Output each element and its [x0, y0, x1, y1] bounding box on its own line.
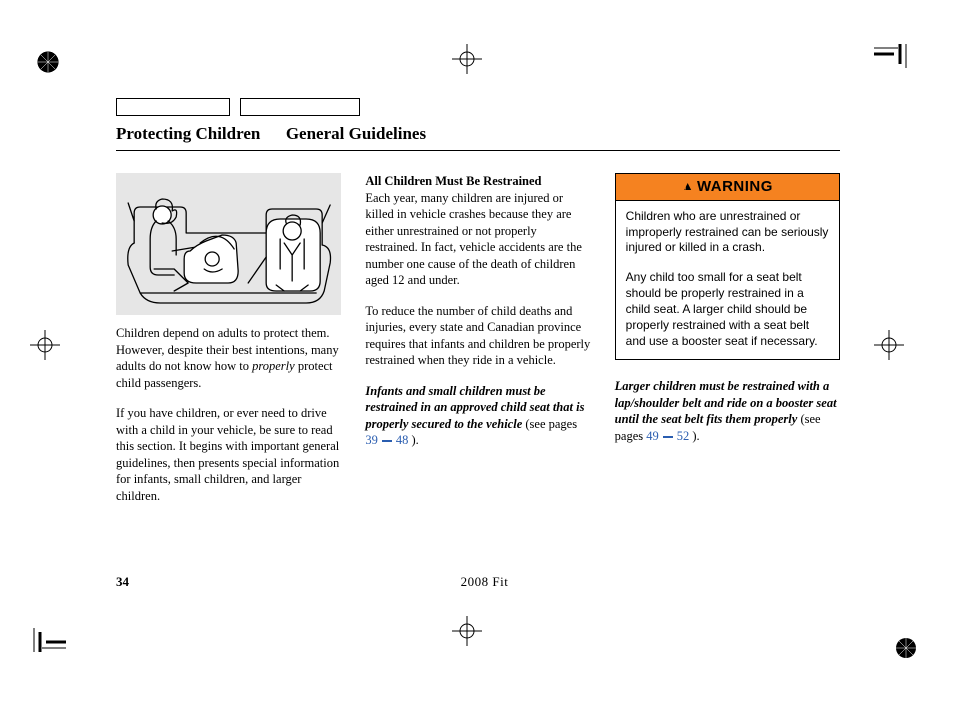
warning-para-1: Children who are unrestrained or imprope…: [626, 209, 829, 256]
warning-label: WARNING: [697, 178, 773, 195]
dash-icon: [663, 436, 673, 438]
text: ).: [408, 433, 418, 447]
col2-para-1: All Children Must Be Restrained Each yea…: [365, 173, 590, 289]
dash-icon: [382, 440, 392, 442]
registration-mark-tl: [30, 44, 80, 94]
col2-para-2: To reduce the number of child deaths and…: [365, 303, 590, 369]
header-boxes: [116, 98, 840, 116]
warning-box: ▲!WARNING Children who are unrestrained …: [615, 173, 840, 360]
text: ).: [689, 429, 699, 443]
registration-mark-tr: [874, 44, 924, 94]
header-box-1: [116, 98, 230, 116]
content-columns: Children depend on adults to protect the…: [116, 173, 840, 518]
page-link[interactable]: 39: [365, 433, 378, 447]
col1-para-2: If you have children, or ever need to dr…: [116, 405, 341, 504]
subheading: All Children Must Be Restrained: [365, 174, 541, 188]
page-link[interactable]: 52: [677, 429, 690, 443]
illustration-child-seat: [116, 173, 341, 315]
col2-para-3: Infants and small children must be restr…: [365, 383, 590, 449]
registration-mark-ml: [30, 330, 80, 380]
header-box-2: [240, 98, 360, 116]
col1-para-1: Children depend on adults to protect the…: [116, 325, 341, 391]
registration-mark-bc: [452, 616, 502, 666]
warning-para-2: Any child too small for a seat belt shou…: [626, 270, 829, 349]
footer-model: 2008 Fit: [129, 574, 840, 590]
page-number: 34: [116, 574, 129, 590]
text-em: properly: [252, 359, 295, 373]
column-2: All Children Must Be Restrained Each yea…: [365, 173, 590, 518]
col3-para-1: Larger children must be restrained with …: [615, 378, 840, 444]
text: Each year, many children are injured or …: [365, 191, 582, 288]
page-title: Protecting Children General Guidelines: [116, 124, 840, 151]
registration-mark-br: [874, 616, 924, 666]
registration-mark-mr: [874, 330, 924, 380]
text: (see pages: [522, 417, 577, 431]
registration-mark-tc: [452, 44, 502, 94]
page-link[interactable]: 48: [396, 433, 409, 447]
column-3: ▲!WARNING Children who are unrestrained …: [615, 173, 840, 518]
column-1: Children depend on adults to protect the…: [116, 173, 341, 518]
page-link[interactable]: 49: [646, 429, 659, 443]
page-footer: 34 2008 Fit: [116, 574, 840, 590]
warning-body: Children who are unrestrained or imprope…: [616, 201, 839, 360]
warning-header: ▲!WARNING: [616, 174, 839, 201]
registration-mark-bl: [30, 616, 80, 666]
page-content: Protecting Children General Guidelines: [116, 98, 840, 518]
